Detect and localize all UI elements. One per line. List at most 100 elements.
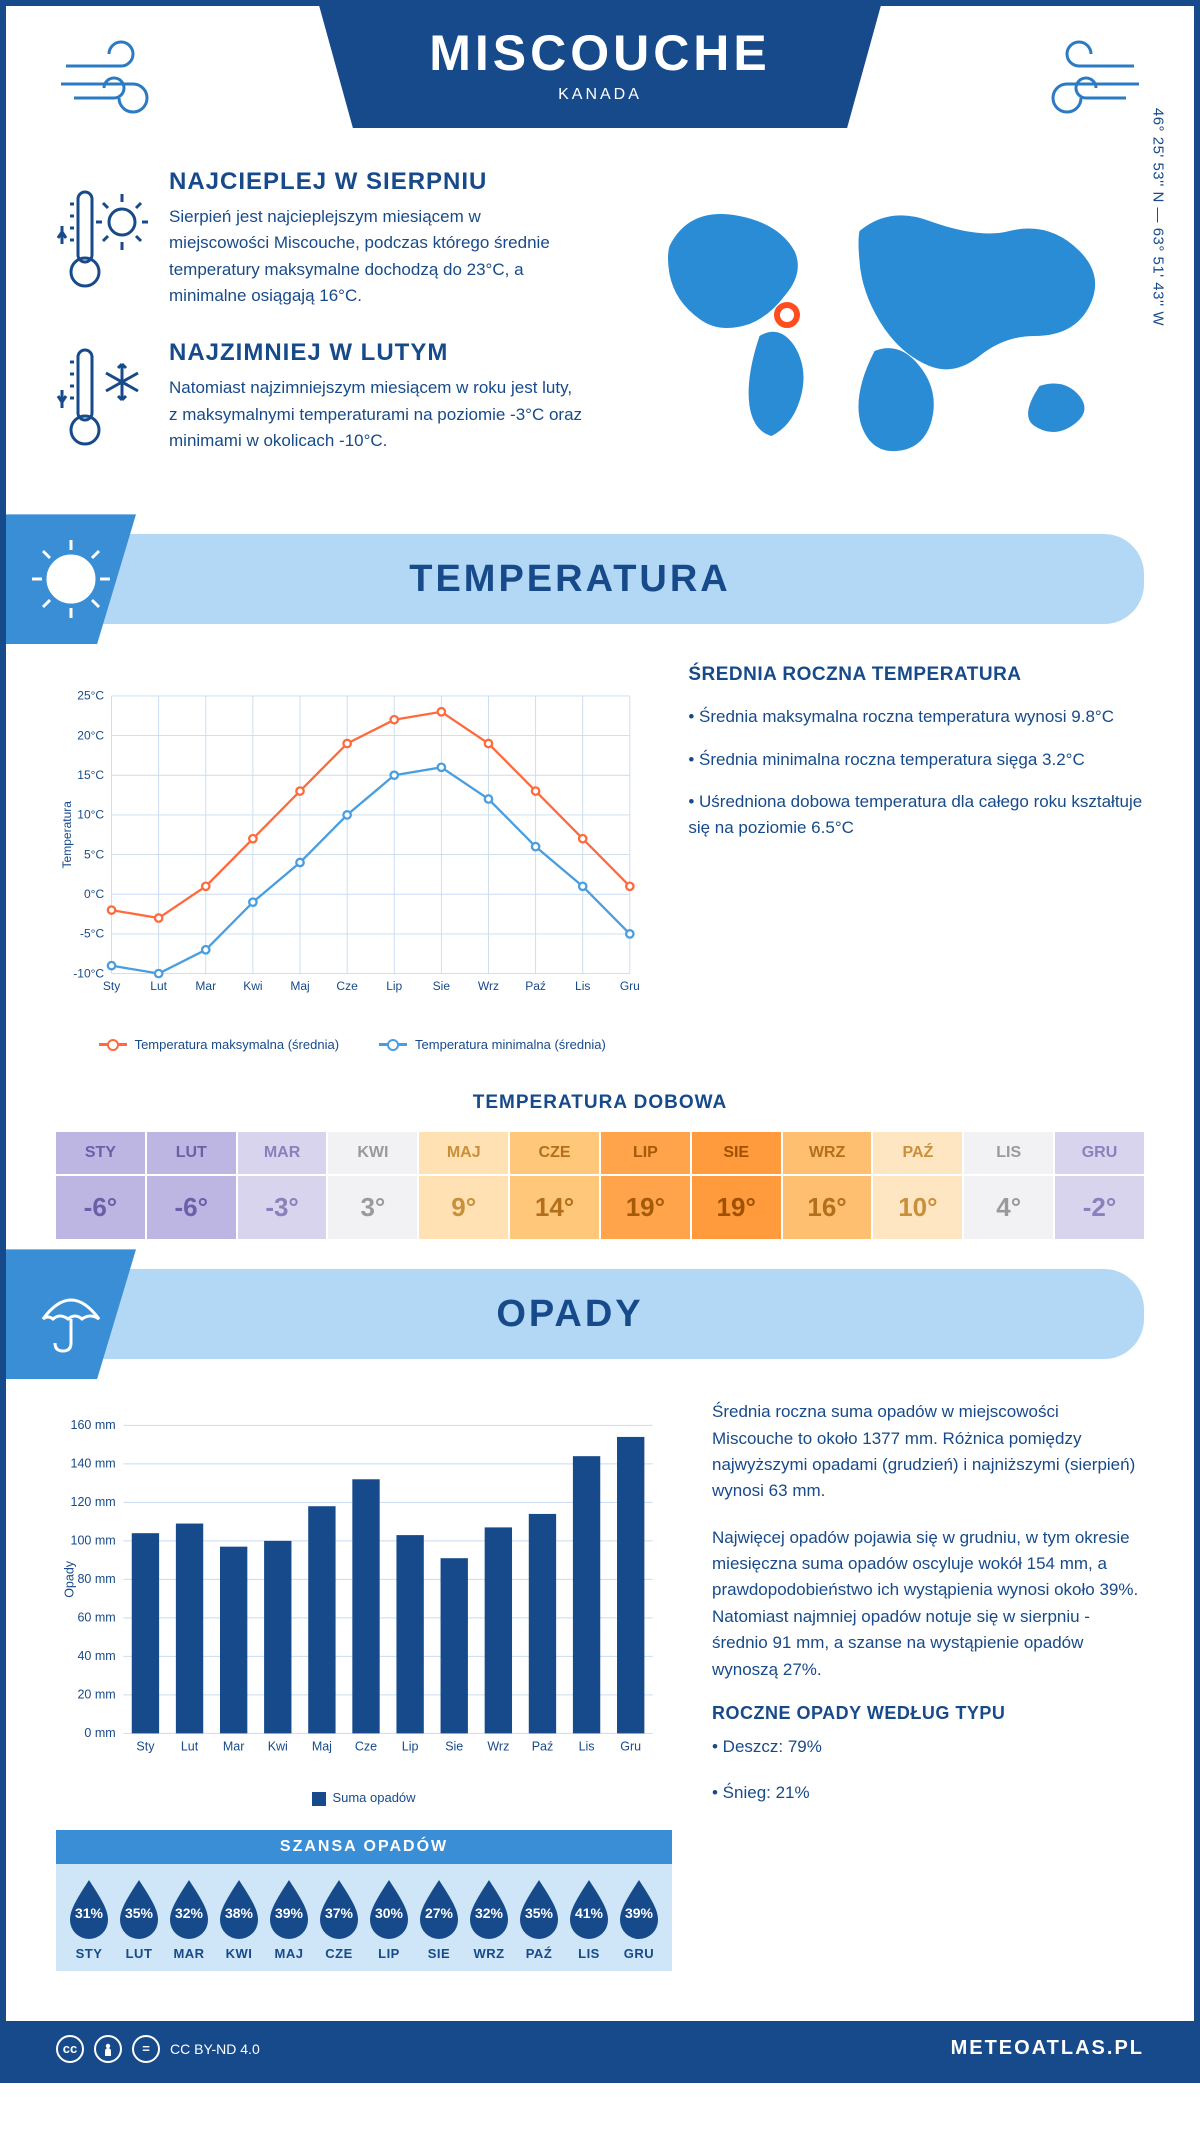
svg-text:100 mm: 100 mm — [71, 1534, 116, 1548]
dobowa-cell: WRZ16° — [783, 1132, 874, 1239]
raindrop-icon: 32% — [164, 1878, 214, 1940]
chance-cell: 32% MAR — [164, 1878, 214, 1961]
by-icon — [94, 2035, 122, 2063]
wind-icon-left — [56, 36, 176, 126]
temperature-line-chart: -10°C-5°C0°C5°C10°C15°C20°C25°CStyLutMar… — [56, 664, 648, 1052]
svg-text:Sty: Sty — [103, 980, 120, 994]
temp-bullet: • Średnia minimalna roczna temperatura s… — [688, 747, 1144, 773]
coldest-title: NAJZIMNIEJ W LUTYM — [169, 339, 585, 367]
precip-legend-label: Suma opadów — [332, 1790, 415, 1805]
chance-cell: 39% GRU — [614, 1878, 664, 1961]
temperature-side-info: ŚREDNIA ROCZNA TEMPERATURA • Średnia mak… — [688, 664, 1144, 1052]
chance-title: SZANSA OPADÓW — [56, 1830, 672, 1864]
warmest-block: NAJCIEPLEJ W SIERPNIU Sierpień jest najc… — [56, 168, 585, 309]
svg-text:Paź: Paź — [525, 980, 546, 994]
temperature-banner: TEMPERATURA — [6, 534, 1144, 624]
dobowa-cell: LIP19° — [601, 1132, 692, 1239]
svg-text:Gru: Gru — [620, 980, 640, 994]
precipitation-heading: OPADY — [56, 1293, 1084, 1336]
temp-bullet: • Średnia maksymalna roczna temperatura … — [688, 704, 1144, 730]
precipitation-bar-chart: 0 mm20 mm40 mm60 mm80 mm100 mm120 mm140 … — [56, 1399, 672, 1971]
chance-cell: 37% CZE — [314, 1878, 364, 1961]
svg-text:60 mm: 60 mm — [77, 1611, 115, 1625]
footer: cc = CC BY-ND 4.0 METEOATLAS.PL — [6, 2021, 1194, 2077]
svg-text:Kwi: Kwi — [268, 1740, 288, 1754]
raindrop-icon: 35% — [514, 1878, 564, 1940]
svg-text:20 mm: 20 mm — [77, 1688, 115, 1702]
location-country: KANADA — [429, 86, 771, 104]
dobowa-cell: MAJ9° — [419, 1132, 510, 1239]
svg-text:Cze: Cze — [336, 980, 358, 994]
umbrella-icon — [6, 1249, 136, 1379]
temperature-heading: TEMPERATURA — [56, 558, 1084, 601]
raindrop-icon: 31% — [64, 1878, 114, 1940]
brand-label: METEOATLAS.PL — [951, 2037, 1144, 2060]
precipitation-banner: OPADY — [6, 1269, 1144, 1359]
license-info: cc = CC BY-ND 4.0 — [56, 2035, 260, 2063]
cc-icon: cc — [56, 2035, 84, 2063]
coldest-text: Natomiast najzimniejszym miesiącem w rok… — [169, 375, 585, 454]
svg-text:Mar: Mar — [195, 980, 216, 994]
thermometer-snow-icon — [56, 339, 151, 454]
title-banner: MISCOUCHE KANADA — [319, 6, 881, 128]
svg-text:Lut: Lut — [181, 1740, 199, 1754]
coldest-block: NAJZIMNIEJ W LUTYM Natomiast najzimniejs… — [56, 339, 585, 454]
svg-text:-5°C: -5°C — [80, 927, 104, 941]
chance-cell: 27% SIE — [414, 1878, 464, 1961]
dobowa-cell: PAŹ10° — [873, 1132, 964, 1239]
raindrop-icon: 39% — [264, 1878, 314, 1940]
dobowa-cell: MAR-3° — [238, 1132, 329, 1239]
chance-cell: 35% PAŹ — [514, 1878, 564, 1961]
svg-text:140 mm: 140 mm — [71, 1457, 116, 1471]
dobowa-cell: LUT-6° — [147, 1132, 238, 1239]
svg-text:25°C: 25°C — [77, 689, 104, 703]
svg-text:Kwi: Kwi — [243, 980, 262, 994]
svg-text:120 mm: 120 mm — [71, 1496, 116, 1510]
raindrop-icon: 32% — [464, 1878, 514, 1940]
svg-text:Wrz: Wrz — [478, 980, 499, 994]
svg-text:20°C: 20°C — [77, 729, 104, 743]
precipitation-section: OPADY 0 mm20 mm40 mm60 mm80 mm100 mm120 … — [56, 1269, 1144, 1971]
license-label: CC BY-ND 4.0 — [170, 2041, 260, 2057]
infographic-page: MISCOUCHE KANADA — [0, 0, 1200, 2083]
precipitation-chance-box: SZANSA OPADÓW 31% STY 35% LUT 32% MAR 38… — [56, 1830, 672, 1971]
avg-temp-title: ŚREDNIA ROCZNA TEMPERATURA — [688, 664, 1144, 686]
svg-text:Lip: Lip — [386, 980, 402, 994]
dobowa-cell: KWI3° — [328, 1132, 419, 1239]
summary-row: NAJCIEPLEJ W SIERPNIU Sierpień jest najc… — [6, 138, 1194, 504]
raindrop-icon: 35% — [114, 1878, 164, 1940]
precip-type-title: ROCZNE OPADY WEDŁUG TYPU — [712, 1703, 1144, 1724]
svg-text:Cze: Cze — [355, 1740, 377, 1754]
svg-text:0°C: 0°C — [84, 887, 104, 901]
svg-text:0 mm: 0 mm — [84, 1727, 115, 1741]
svg-text:Wrz: Wrz — [487, 1740, 509, 1754]
svg-text:Opady: Opady — [62, 1561, 76, 1599]
precipitation-legend: Suma opadów — [56, 1790, 672, 1806]
legend-max-label: Temperatura maksymalna (średnia) — [135, 1037, 339, 1052]
raindrop-icon: 30% — [364, 1878, 414, 1940]
precip-para-2: Najwięcej opadów pojawia się w grudniu, … — [712, 1525, 1144, 1683]
svg-text:Gru: Gru — [620, 1740, 641, 1754]
svg-text:Paź: Paź — [532, 1740, 554, 1754]
raindrop-icon: 27% — [414, 1878, 464, 1940]
chance-cell: 39% MAJ — [264, 1878, 314, 1961]
world-map — [615, 176, 1144, 476]
sun-icon — [6, 514, 136, 644]
svg-text:Sie: Sie — [445, 1740, 463, 1754]
location-title: MISCOUCHE — [429, 24, 771, 82]
chance-cell: 38% KWI — [214, 1878, 264, 1961]
svg-text:Maj: Maj — [312, 1740, 332, 1754]
svg-text:-10°C: -10°C — [73, 967, 104, 981]
warmest-title: NAJCIEPLEJ W SIERPNIU — [169, 168, 585, 196]
svg-text:15°C: 15°C — [77, 768, 104, 782]
nd-icon: = — [132, 2035, 160, 2063]
svg-text:40 mm: 40 mm — [77, 1650, 115, 1664]
precip-para-1: Średnia roczna suma opadów w miejscowośc… — [712, 1399, 1144, 1504]
dobowa-cell: LIS4° — [964, 1132, 1055, 1239]
temperature-section: TEMPERATURA -10°C-5°C0°C5°C10°C15°C20°C2… — [56, 534, 1144, 1239]
wind-icon-right — [1024, 36, 1144, 126]
raindrop-icon: 37% — [314, 1878, 364, 1940]
dobowa-cell: SIE19° — [692, 1132, 783, 1239]
location-marker — [774, 302, 800, 328]
header: MISCOUCHE KANADA — [6, 6, 1194, 138]
